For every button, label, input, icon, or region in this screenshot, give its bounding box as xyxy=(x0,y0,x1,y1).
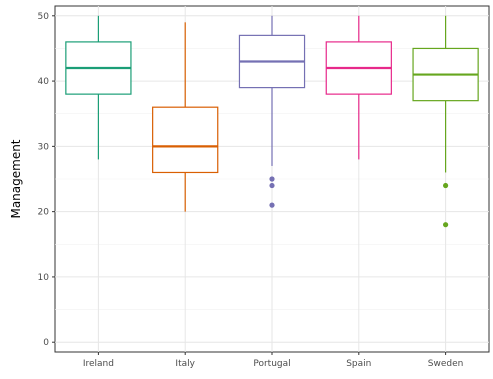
y-tick-label: 40 xyxy=(38,77,50,87)
y-tick-label: 20 xyxy=(38,208,50,218)
box-portugal xyxy=(238,15,306,208)
x-tick-label: Italy xyxy=(175,359,195,369)
y-tick-label: 10 xyxy=(38,273,50,283)
x-tick-label: Portugal xyxy=(253,359,290,369)
outlier-point xyxy=(269,202,275,208)
x-tick-label: Ireland xyxy=(83,359,114,369)
box-layer xyxy=(65,15,479,228)
y-tick-label: 30 xyxy=(38,142,50,152)
y-tick-label: 50 xyxy=(38,12,50,22)
axis-layer: 0 10 20 30 40 50 Ireland Italy Portugal Spain Swed… xyxy=(38,12,464,369)
x-tick-label: Sweden xyxy=(428,359,464,369)
box-spain xyxy=(325,15,392,160)
y-axis-title: Management xyxy=(9,139,23,218)
box-body xyxy=(152,106,219,174)
x-tick-label: Spain xyxy=(346,359,371,369)
box-italy xyxy=(152,22,219,212)
y-tick-label: 0 xyxy=(43,338,49,348)
box-ireland xyxy=(65,15,132,160)
outlier-point xyxy=(443,182,449,189)
outlier-point xyxy=(269,176,275,182)
outlier-point xyxy=(443,222,449,228)
box-sweden xyxy=(412,15,479,228)
outlier-point xyxy=(269,182,275,189)
